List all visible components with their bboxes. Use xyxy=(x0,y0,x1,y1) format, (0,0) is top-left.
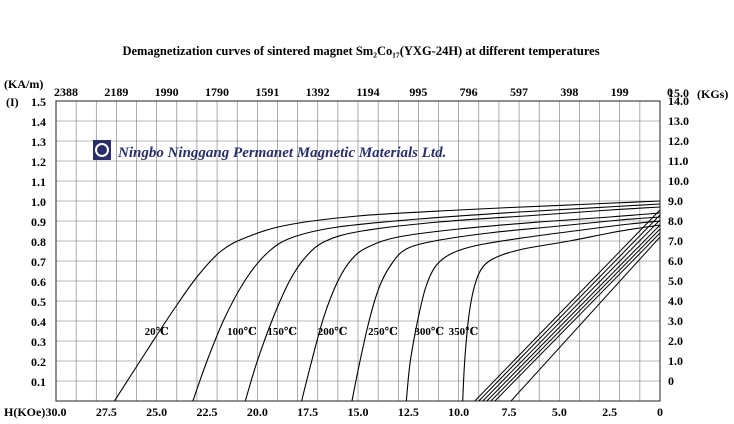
y-left-tick-label: 0.9 xyxy=(31,215,46,229)
series-label-6: 350℃ xyxy=(449,326,479,338)
curve-labels: 20℃ 100℃ 150℃ 200℃ 250℃ 300℃ 350℃ xyxy=(145,326,479,338)
y-right-tick-label: 11.0 xyxy=(668,154,688,168)
x-bottom-tick-label: 17.5 xyxy=(297,405,318,419)
y-right-tick-label: 9.0 xyxy=(668,194,683,208)
y-left-tick-label: 1.3 xyxy=(31,135,46,149)
x-top-tick-label: 995 xyxy=(409,85,427,99)
y-right-tick-label: 12.0 xyxy=(668,134,689,148)
series-line-0 xyxy=(113,200,661,402)
y-left-tick-label: 1.4 xyxy=(31,115,46,129)
y-left-tick-label: 0.7 xyxy=(31,255,46,269)
y-left-tick-label: 0.2 xyxy=(31,355,46,369)
x-top-tick-label: 1790 xyxy=(205,85,229,99)
x-top-tick-label: 0 xyxy=(667,85,673,99)
right-axis-label: (KGs) xyxy=(697,87,728,101)
x-bottom-tick-label: 10.0 xyxy=(448,405,469,419)
y-left-tick-label: 1.5 xyxy=(31,95,46,109)
left-axis-label-bottom: (I) xyxy=(6,95,19,109)
y-left-tick-label: 0.4 xyxy=(31,315,46,329)
logo-ring xyxy=(95,143,109,157)
y-right-tick-label: 5.0 xyxy=(668,274,683,288)
x-bottom-tick-label: 30.0 xyxy=(46,405,67,419)
y-right-tick-label: 10.0 xyxy=(668,174,689,188)
series-line-2 xyxy=(244,206,661,402)
series-line-5 xyxy=(405,220,661,402)
y-right-tick-label: 3.0 xyxy=(668,314,683,328)
series-line-1 xyxy=(192,203,661,402)
x-top-tick-label: 597 xyxy=(510,85,528,99)
watermark-text: Ningbo Ninggang Permanet Magnetic Materi… xyxy=(117,145,446,161)
x-top-tick-label: 1990 xyxy=(155,85,179,99)
x-top-tick-label: 1591 xyxy=(255,85,279,99)
tick-labels: 1.5 1.4 1.3 1.2 1.1 1.0 0.9 0.8 0.7 0.6 0.5 0.4 0.3 0… xyxy=(31,85,689,419)
x-bottom-tick-label: 7.5 xyxy=(502,405,517,419)
chart-title: Demagnetization curves of sintered magne… xyxy=(122,44,599,58)
y-right-tick-label: 13.0 xyxy=(668,114,689,128)
series-label-4: 250℃ xyxy=(368,326,398,338)
series-line-4 xyxy=(351,216,661,402)
series-line-6 xyxy=(462,224,661,402)
curves xyxy=(113,200,661,402)
bottom-axis-label: H(KOe) xyxy=(4,405,45,419)
x-bottom-tick-label: 12.5 xyxy=(398,405,419,419)
x-bottom-tick-label: 5.0 xyxy=(552,405,567,419)
x-bottom-tick-label: 20.0 xyxy=(247,405,268,419)
x-top-tick-label: 398 xyxy=(560,85,578,99)
series-label-2: 150℃ xyxy=(267,326,297,338)
y-left-tick-label: 0.3 xyxy=(31,335,46,349)
series-label-1: 100℃ xyxy=(227,326,257,338)
y-right-tick-label: 0 xyxy=(668,374,674,388)
y-left-tick-label: 1.2 xyxy=(31,155,46,169)
series-line-3 xyxy=(301,212,661,402)
x-top-tick-label: 1194 xyxy=(356,85,379,99)
x-bottom-tick-label: 22.5 xyxy=(197,405,218,419)
x-top-tick-label: 1392 xyxy=(306,85,330,99)
series-label-5: 300℃ xyxy=(414,326,444,338)
recoil-line-0 xyxy=(474,209,661,402)
y-right-tick-label: 1.0 xyxy=(668,354,683,368)
y-right-tick-label: 6.0 xyxy=(668,254,683,268)
recoil-line-6 xyxy=(510,236,661,402)
recoil-line-3 xyxy=(486,224,661,402)
plot-frame xyxy=(55,100,661,402)
y-left-tick-label: 1.1 xyxy=(31,175,46,189)
y-left-tick-label: 0.1 xyxy=(31,375,46,389)
y-right-tick-label: 8.0 xyxy=(668,214,683,228)
y-left-tick-label: 1.0 xyxy=(31,195,46,209)
x-top-tick-label: 2388 xyxy=(54,85,78,99)
y-left-tick-label: 0.8 xyxy=(31,235,46,249)
recoil-line-4 xyxy=(490,228,661,402)
recoil-lines xyxy=(474,209,661,402)
series-label-3: 200℃ xyxy=(318,326,348,338)
y-right-tick-label: 7.0 xyxy=(668,234,683,248)
y-right-tick-label: 15.0 xyxy=(668,86,689,100)
y-right-tick-label: 14.0 xyxy=(668,94,689,108)
series-label-0: 20℃ xyxy=(145,326,169,338)
x-bottom-tick-label: 0 xyxy=(657,405,663,419)
y-right-tick-label: 4.0 xyxy=(668,294,683,308)
recoil-line-2 xyxy=(482,219,661,402)
x-bottom-tick-label: 15.0 xyxy=(348,405,369,419)
y-right-tick-label: 2.0 xyxy=(668,334,683,348)
recoil-line-1 xyxy=(478,214,661,402)
y-left-tick-label: 0.5 xyxy=(31,295,46,309)
y-left-tick-label: 0.6 xyxy=(31,275,46,289)
x-top-tick-label: 796 xyxy=(460,85,478,99)
watermark: Ningbo Ninggang Permanet Magnetic Materi… xyxy=(93,140,446,161)
left-axis-label-top: (KA/m) xyxy=(4,77,43,91)
recoil-line-5 xyxy=(494,232,661,402)
x-bottom-tick-label: 25.0 xyxy=(146,405,167,419)
x-top-tick-label: 2189 xyxy=(104,85,128,99)
x-bottom-tick-label: 2.5 xyxy=(602,405,617,419)
x-bottom-tick-label: 27.5 xyxy=(96,405,117,419)
x-top-tick-label: 199 xyxy=(611,85,629,99)
